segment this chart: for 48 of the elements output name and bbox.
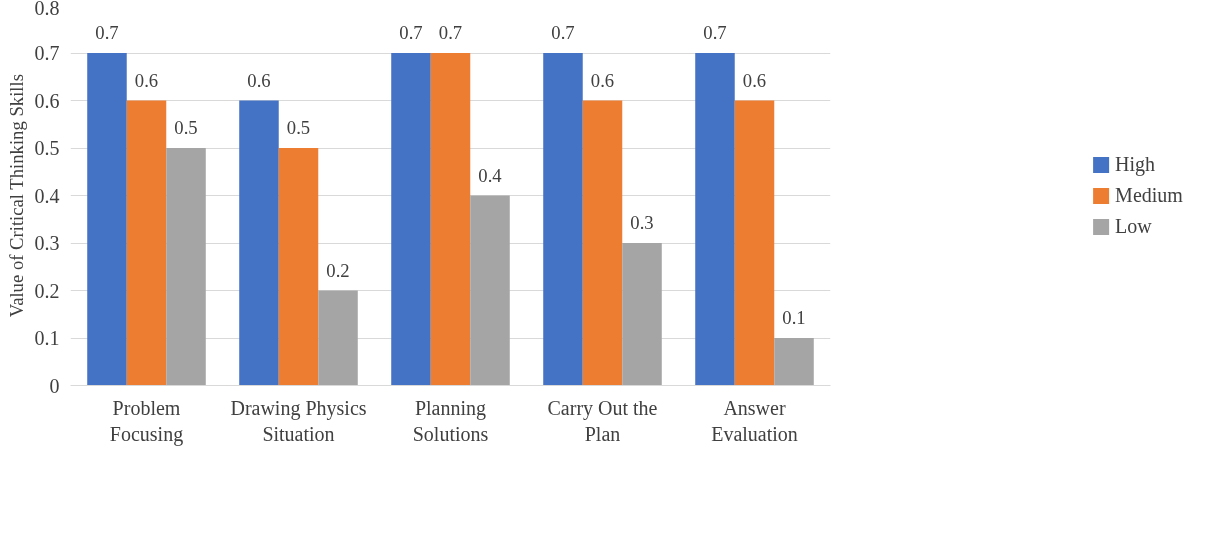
- data-label: 0.1: [782, 307, 806, 328]
- y-tick-label: 0.5: [34, 137, 60, 159]
- y-tick-label: 0.3: [34, 232, 60, 254]
- data-label: 0.7: [399, 22, 423, 43]
- data-label: 0.3: [630, 212, 654, 233]
- data-label: 0.7: [95, 22, 119, 43]
- legend-label: Medium: [1115, 183, 1183, 207]
- bar: [87, 53, 127, 386]
- y-tick-label: 0.1: [34, 327, 60, 349]
- x-tick-label: Answer Evaluation: [711, 396, 798, 445]
- data-label: 0.6: [134, 69, 159, 91]
- y-tick-label: 0.8: [34, 0, 60, 19]
- data-label: 0.6: [742, 69, 767, 91]
- y-tick-label: 0.4: [34, 184, 60, 207]
- data-label: 0.6: [247, 69, 271, 91]
- bar: [391, 53, 431, 386]
- bar: [430, 53, 471, 386]
- bar: [695, 53, 735, 386]
- y-tick-label: 0.2: [34, 279, 60, 302]
- x-tick-label: Planning Solutions: [412, 396, 489, 445]
- bar: [166, 148, 206, 386]
- data-label: 0.7: [703, 22, 727, 43]
- legend-label: Low: [1115, 214, 1152, 238]
- x-tick-label: Carry Out the Plan: [547, 396, 658, 445]
- data-label: 0.7: [551, 22, 575, 43]
- data-label: 0.5: [174, 117, 198, 138]
- data-label: 0.4: [478, 164, 503, 186]
- data-label: 0.6: [590, 69, 615, 91]
- y-axis-title: Value of Critical Thinking Skills: [5, 74, 27, 318]
- bar: [543, 53, 583, 386]
- bar: [774, 338, 814, 386]
- legend-label: High: [1115, 152, 1156, 176]
- y-tick-label: 0: [49, 374, 60, 397]
- bar: [126, 100, 167, 386]
- data-label: 0.5: [286, 117, 311, 138]
- x-tick-label: Problem Focusing: [109, 396, 184, 446]
- bar: [278, 148, 319, 386]
- bar: [470, 195, 510, 386]
- bar: [239, 100, 279, 386]
- bar: [318, 290, 358, 386]
- data-label: 0.2: [326, 259, 350, 281]
- bar: [622, 243, 662, 386]
- y-tick-label: 0.7: [34, 42, 60, 64]
- data-label: 0.7: [438, 22, 463, 43]
- bar: [582, 100, 623, 386]
- bar: [734, 100, 775, 386]
- x-tick-label: Drawing Physics Situation: [230, 396, 367, 445]
- y-tick-label: 0.6: [34, 89, 60, 112]
